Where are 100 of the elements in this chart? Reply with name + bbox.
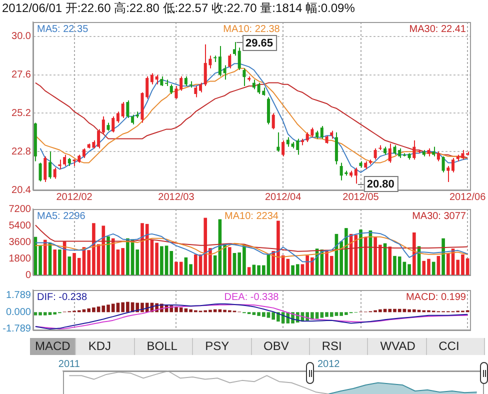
- x-tick-label: 2012/02: [56, 192, 93, 203]
- text: RSI: [310, 338, 368, 355]
- y-tick-label: 1800: [8, 253, 32, 264]
- bar: [364, 236, 368, 275]
- bar: [247, 267, 251, 275]
- candlestick: [174, 86, 178, 100]
- annotation: 20.80: [366, 178, 394, 191]
- y-tick-label: 30.0: [12, 31, 32, 42]
- candlestick: [442, 156, 445, 173]
- candlestick: [320, 126, 324, 140]
- candlestick: [180, 76, 183, 92]
- series-label: DIF: -0.238: [37, 292, 88, 303]
- text: CCI: [426, 338, 485, 355]
- candlestick: [126, 100, 130, 118]
- text: MA5: 22.35: [37, 24, 89, 35]
- text: MA30: 3077: [412, 210, 466, 222]
- annotation: 29.65: [246, 38, 274, 50]
- bar: [228, 247, 232, 275]
- candlestick: [160, 76, 164, 86]
- candlestick: [48, 151, 52, 180]
- y-tick-label: 0.000: [6, 306, 32, 318]
- text: MA10: 2234: [224, 210, 279, 222]
- bar: [53, 250, 56, 275]
- candlestick: [53, 167, 56, 180]
- candlestick: [374, 148, 377, 160]
- bar: [58, 250, 62, 275]
- candlestick: [282, 140, 285, 157]
- y-tick-label: -1.789: [2, 324, 32, 335]
- bar: [43, 240, 47, 275]
- x-tick-label: 2012/04: [264, 192, 302, 203]
- candlestick: [272, 112, 275, 130]
- chart-title: 2012/06/01 开:22.60 高:22.80 低:22.57 收:22.70 量:1814 幅:0.09%: [2, 0, 355, 17]
- candlestick: [112, 116, 115, 133]
- candlestick: [354, 167, 358, 184]
- bar: [436, 256, 440, 275]
- candlestick: [63, 154, 66, 166]
- candlestick: [436, 151, 440, 162]
- candlestick: [38, 162, 42, 182]
- candlestick: [266, 96, 270, 125]
- candlestick: [218, 46, 222, 77]
- candlestick: [228, 54, 232, 69]
- candlestick: [97, 128, 100, 149]
- bar: [68, 256, 72, 275]
- candlestick: [131, 114, 134, 125]
- candlestick: [276, 132, 280, 152]
- candlestick: [393, 144, 396, 156]
- candlestick: [121, 102, 124, 118]
- text: MA10: 22.38: [223, 24, 280, 35]
- text: MACD: [30, 338, 76, 355]
- text: KDJ: [76, 338, 135, 355]
- bar: [432, 262, 436, 275]
- series-label: MACD: 0.199: [406, 292, 466, 303]
- y-tick-label: 0: [25, 270, 32, 281]
- candlestick: [44, 156, 47, 182]
- y-tick-label: 3600: [8, 236, 32, 248]
- x-tick-label: 2011: [58, 358, 80, 370]
- y-tick-label: 1.789: [6, 290, 32, 302]
- candlestick: [194, 86, 198, 98]
- candlestick: [452, 158, 455, 173]
- bar: [286, 258, 290, 275]
- text: PSY: [193, 338, 252, 355]
- bar: [412, 232, 416, 275]
- candlestick: [388, 143, 392, 164]
- y-tick-label: 7200: [8, 204, 32, 215]
- candlestick: [242, 68, 246, 86]
- candlestick: [223, 64, 226, 80]
- candlestick: [58, 159, 62, 170]
- text: BOLL: [134, 338, 194, 355]
- candlestick: [155, 74, 158, 85]
- candlestick: [238, 47, 241, 70]
- bar: [359, 230, 362, 275]
- y-tick-label: 5400: [8, 220, 32, 232]
- y-tick-label: 20.4: [12, 184, 32, 196]
- candlestick: [184, 76, 188, 86]
- x-tick-label: 2012/05: [342, 192, 380, 203]
- candlestick: [446, 166, 450, 182]
- candlestick: [102, 116, 105, 134]
- x-tick-label: 2012/03: [158, 192, 195, 203]
- text: MA30: 22.41: [409, 24, 466, 35]
- text: MA5: 2296: [37, 210, 86, 222]
- x-tick-label: 2012/06: [449, 192, 486, 203]
- candlestick: [412, 140, 416, 160]
- candlestick: [398, 148, 402, 158]
- bar: [106, 236, 110, 275]
- candlestick: [334, 132, 338, 165]
- text: OBV: [252, 338, 310, 355]
- series-label: DEA: -0.338: [224, 292, 280, 303]
- candlestick: [150, 72, 154, 85]
- candlestick: [82, 148, 86, 158]
- x-tick-label: 2012: [317, 358, 340, 370]
- y-tick-label: 22.8: [12, 146, 32, 158]
- candlestick: [233, 42, 236, 56]
- candlestick: [252, 79, 256, 90]
- text: WVAD: [368, 338, 427, 355]
- candlestick: [199, 82, 202, 93]
- candlestick: [116, 111, 120, 124]
- candlestick: [170, 84, 173, 94]
- y-tick-label: 25.2: [12, 108, 32, 119]
- candlestick: [432, 146, 436, 157]
- bar: [388, 246, 392, 275]
